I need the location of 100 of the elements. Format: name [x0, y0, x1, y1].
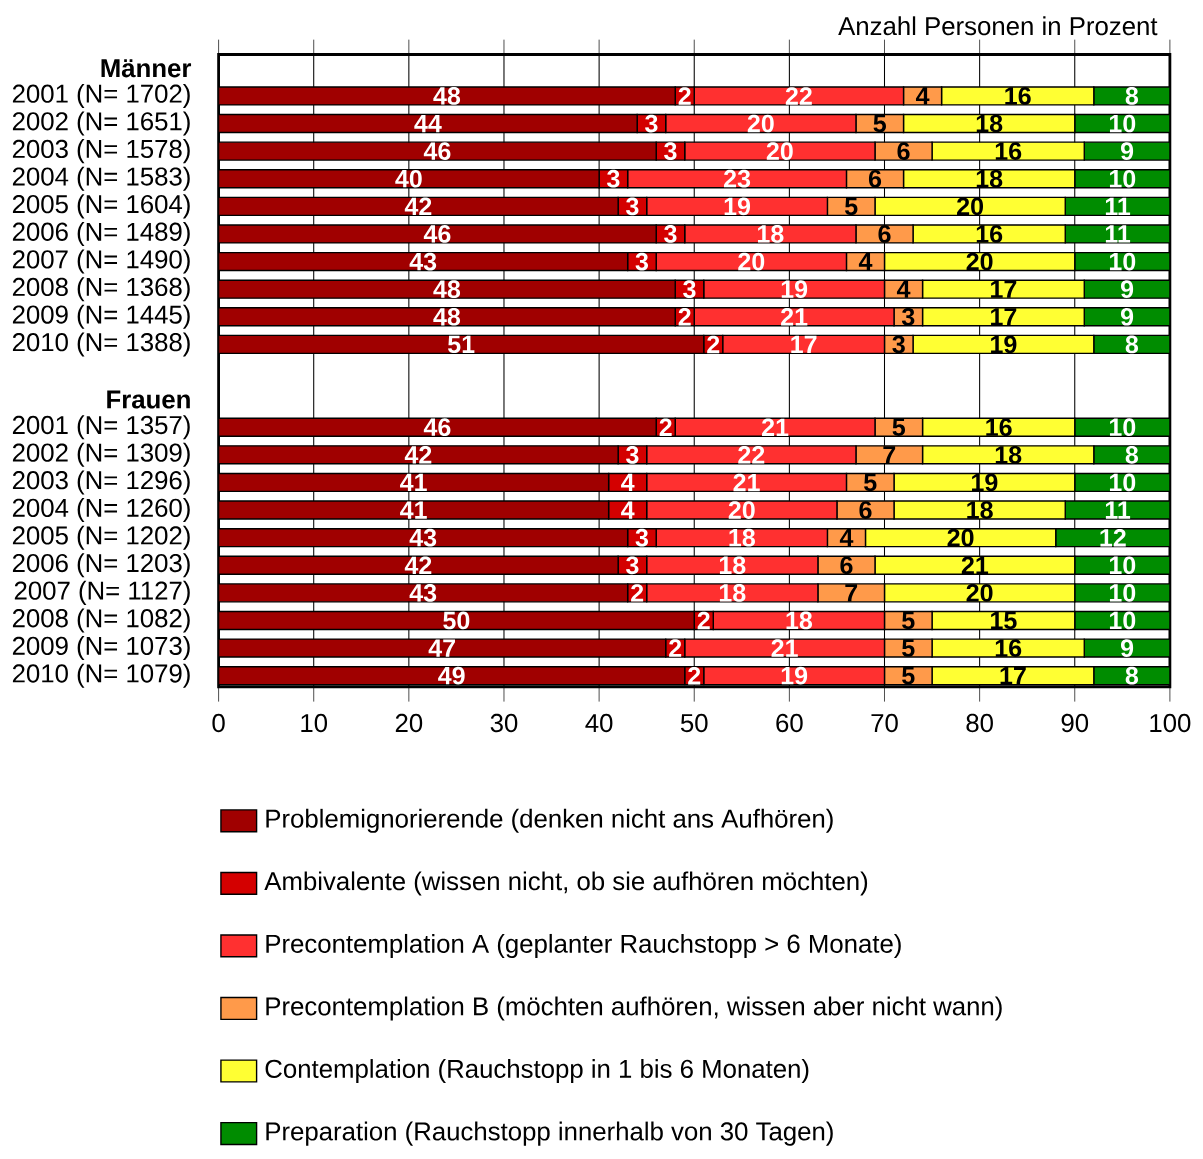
data-label: 3: [664, 142, 677, 160]
data-label: 8: [1125, 445, 1139, 464]
data-label: 22: [785, 86, 812, 105]
data-label: 3: [635, 252, 649, 271]
y-tick-label: 2009 (N= 1073): [12, 635, 190, 660]
data-label: 8: [1125, 666, 1139, 685]
y-tick-label: 2008 (N= 1082): [12, 608, 190, 633]
data-label: 2: [697, 611, 710, 629]
data-label: 3: [607, 169, 620, 188]
y-tick-label: Männer: [101, 59, 192, 78]
data-label: 18: [757, 224, 784, 243]
data-label: 20: [728, 500, 755, 519]
data-label: 46: [423, 224, 451, 243]
data-label: 21: [771, 639, 798, 657]
data-label: 19: [972, 473, 998, 492]
data-label: 4: [896, 280, 911, 298]
data-label: 16: [976, 224, 1003, 243]
data-label: 43: [409, 528, 437, 547]
data-label: 18: [976, 114, 1003, 133]
data-label: 7: [845, 584, 858, 602]
data-label: 3: [635, 528, 649, 547]
y-tick-label: 2010 (N= 1079): [12, 663, 190, 688]
data-label: 5: [902, 666, 915, 685]
data-label: 3: [626, 197, 639, 216]
data-label: 18: [719, 583, 746, 602]
data-label: 9: [1120, 307, 1134, 326]
data-label: 12: [1100, 528, 1126, 547]
x-tick-label: 90: [1061, 713, 1089, 732]
data-label: 11: [1105, 225, 1131, 243]
data-label: 10: [1109, 611, 1136, 630]
data-label: 6: [878, 224, 891, 243]
data-label: 4: [621, 473, 635, 491]
data-label: 20: [738, 252, 765, 271]
y-tick-label: 2001 (N= 1702): [12, 83, 190, 108]
data-label: 23: [723, 169, 751, 188]
data-label: 10: [1109, 583, 1136, 602]
y-tick-label: 2003 (N= 1578): [12, 138, 190, 163]
data-label: 6: [840, 556, 853, 574]
data-label: 46: [423, 142, 451, 160]
x-axis-title: Anzahl Personen in Prozent: [838, 16, 1158, 36]
data-label: 42: [404, 445, 432, 464]
data-label: 18: [729, 528, 755, 547]
y-tick-label: Frauen: [107, 390, 190, 409]
data-label: 41: [400, 501, 427, 519]
x-tick-label: 10: [301, 713, 328, 732]
legend-label: Preparation (Rauchstopp innerhalb von 30 Tagen): [266, 1121, 833, 1146]
data-label: 5: [902, 611, 915, 629]
data-label: 19: [724, 197, 751, 215]
x-tick-label: 50: [680, 713, 708, 732]
y-tick-label: 2004 (N= 1260): [12, 497, 190, 522]
data-label: 3: [901, 307, 915, 326]
x-tick-label: 60: [776, 713, 803, 732]
data-label: 10: [1109, 114, 1136, 133]
data-label: 7: [883, 445, 896, 464]
data-label: 8: [1125, 335, 1139, 354]
legend-label: Problemignorierende (denken nicht ans Aufhören): [266, 808, 833, 833]
data-label: 4: [839, 528, 854, 547]
data-label: 40: [395, 169, 422, 188]
data-label: 48: [433, 280, 461, 298]
data-label: 4: [915, 87, 930, 105]
data-label: 2: [659, 418, 672, 436]
legend-label: Precontemplation A (geplanter Rauchstopp > 6 Monate): [266, 933, 901, 958]
x-tick-label: 80: [966, 713, 993, 732]
x-tick-label: 100: [1150, 713, 1191, 732]
data-label: 48: [433, 86, 461, 105]
data-label: 51: [447, 335, 475, 353]
data-label: 16: [1005, 86, 1031, 105]
data-label: 48: [433, 307, 461, 326]
data-label: 17: [1000, 666, 1026, 685]
data-label: 9: [1120, 639, 1134, 657]
data-label: 2: [678, 307, 691, 326]
data-label: 10: [1109, 418, 1136, 436]
data-label: 4: [858, 252, 873, 270]
y-tick-label: 2008 (N= 1368): [12, 276, 190, 301]
y-tick-label: 2009 (N= 1445): [12, 304, 190, 329]
y-tick-label: 2007 (N= 1127): [14, 580, 190, 605]
data-label: 3: [683, 280, 696, 298]
data-label: 19: [991, 335, 1017, 354]
data-label: 43: [409, 583, 437, 602]
data-label: 43: [409, 252, 437, 271]
x-tick-label: 30: [490, 713, 518, 732]
data-label: 42: [404, 197, 432, 215]
data-label: 6: [859, 500, 872, 519]
data-label: 16: [995, 142, 1022, 160]
legend-label: Ambivalente (wissen nicht, ob sie aufhören möchten): [264, 871, 868, 896]
data-label: 47: [428, 639, 455, 657]
data-label: 5: [873, 114, 886, 133]
data-label: 10: [1109, 473, 1136, 492]
data-label: 19: [781, 666, 808, 685]
y-tick-label: 2006 (N= 1489): [12, 221, 190, 246]
data-label: 21: [781, 307, 808, 326]
data-label: 3: [892, 335, 905, 354]
data-label: 16: [995, 639, 1022, 657]
data-label: 21: [733, 473, 760, 491]
data-label: 9: [1120, 280, 1134, 298]
data-label: 4: [621, 501, 635, 519]
data-label: 49: [438, 666, 465, 685]
data-label: 8: [1125, 86, 1139, 105]
data-label: 3: [645, 114, 658, 133]
data-label: 2: [688, 666, 701, 685]
